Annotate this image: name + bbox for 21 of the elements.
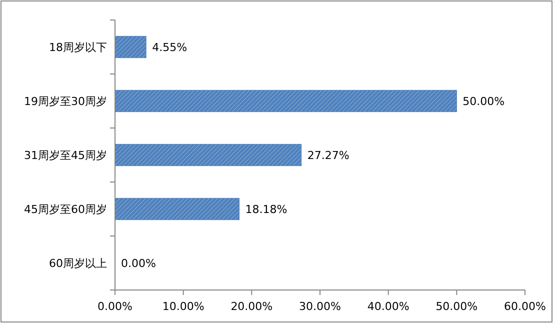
bar (114, 90, 457, 112)
data-label: 0.00% (121, 257, 156, 270)
bar (114, 36, 146, 58)
y-tick-label: 60周岁以上 (49, 257, 107, 270)
x-tick-label: 30.00% (299, 300, 341, 313)
data-label: 4.55% (152, 41, 188, 54)
y-tick-label: 31周岁至45周岁 (24, 149, 107, 162)
y-tick-label: 19周岁至30周岁 (24, 95, 107, 108)
data-label: 18.18% (245, 203, 288, 216)
y-tick-label: 18周岁以下 (49, 41, 107, 54)
x-tick-label: 40.00% (367, 300, 410, 313)
x-tick-label: 20.00% (230, 300, 273, 313)
x-tick-label: 50.00% (436, 300, 478, 313)
data-label: 27.27% (307, 149, 350, 162)
x-tick-label: 10.00% (162, 300, 204, 313)
data-label: 50.00% (462, 95, 505, 108)
x-tick-label: 0.00% (98, 300, 132, 313)
bar (114, 198, 240, 220)
x-tick-label: 60.00% (504, 300, 546, 313)
bar (114, 144, 302, 166)
y-tick-label: 45周岁至60周岁 (24, 203, 107, 216)
